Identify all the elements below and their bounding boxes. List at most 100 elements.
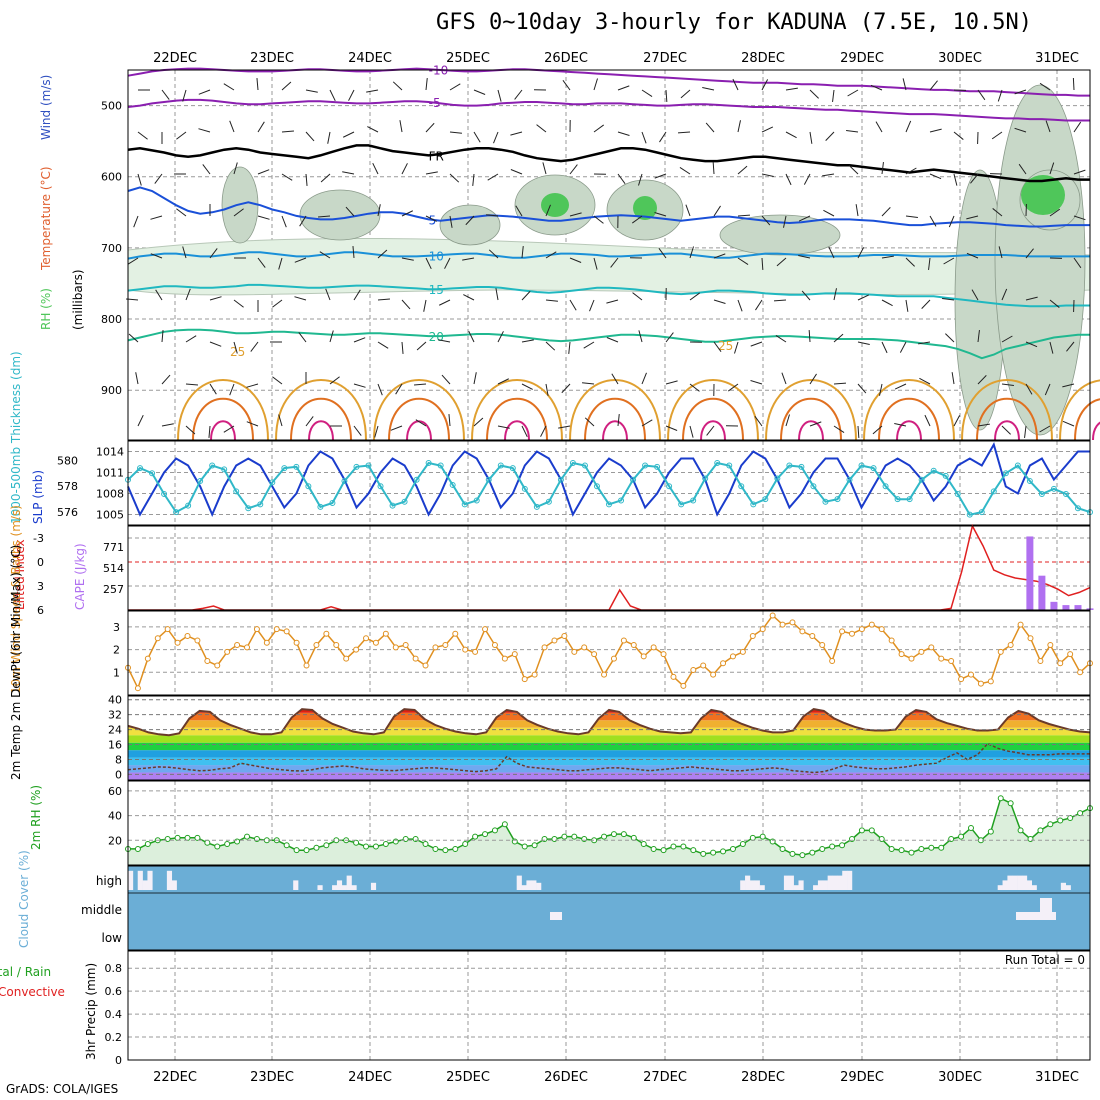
date-label-top: 30DEC (938, 51, 982, 66)
temp-tick-label: 8 (115, 753, 122, 766)
thickness-point (413, 476, 420, 483)
cloud-level-label: low (102, 931, 123, 945)
wind-speed-point (660, 651, 667, 658)
wind-barb (425, 171, 438, 175)
temperature-contour-25 (667, 379, 759, 441)
wind-barb (281, 215, 287, 228)
precip-tick-label: 0.2 (105, 1031, 123, 1044)
wind-speed-point (610, 655, 617, 662)
wind-barb (680, 89, 691, 99)
wind-barb (449, 131, 462, 134)
rh2m-point (253, 836, 260, 843)
rh2m-point (700, 850, 707, 857)
wind-barb (833, 288, 837, 301)
wind-barb (468, 330, 475, 343)
wind-barb (257, 257, 266, 268)
wind-barb (352, 246, 355, 259)
wind-speed-point (551, 637, 558, 644)
wind-barb (689, 292, 701, 301)
rh2m-point (908, 849, 915, 856)
lifted-tick-label: 0 (37, 556, 44, 569)
wind-barb (712, 161, 715, 175)
wind-barb (425, 78, 428, 91)
cloud-high-bar (171, 880, 177, 890)
rh-70-area (541, 193, 569, 217)
thickness-point (149, 470, 156, 477)
wind-barb (846, 130, 859, 133)
wind-barb (256, 78, 259, 91)
date-label-bottom: 29DEC (840, 1070, 884, 1085)
thickness-point (425, 459, 432, 466)
rh2m-point (630, 834, 637, 841)
wind-barb (137, 131, 148, 140)
rh2m-point (293, 847, 300, 854)
wind-barb (416, 341, 427, 351)
rh2m-point (144, 841, 151, 847)
wind-barb (521, 425, 528, 438)
rh2m-point (234, 838, 241, 845)
wind-barb (617, 414, 620, 427)
wind-speed-point (412, 655, 419, 662)
wind-barb (823, 209, 835, 217)
wind-barb (977, 423, 990, 427)
wind-barb (1025, 341, 1038, 348)
wind-speed-point (868, 621, 875, 628)
rh2m-tick-label: 60 (108, 785, 122, 798)
wind-barb (761, 173, 774, 177)
wind-barb (137, 414, 144, 427)
wind-barb (353, 289, 361, 301)
wind-speed-point (997, 648, 1004, 655)
wind-barb (905, 215, 918, 218)
wind-barb (366, 89, 379, 93)
wind-barb (1025, 296, 1038, 301)
wind-barb (610, 257, 619, 268)
wind-barb (905, 120, 912, 133)
wind-barb (521, 246, 524, 259)
wind-barb (641, 372, 647, 385)
upper-air-units: (millibars) (71, 269, 85, 330)
wind-barb (353, 425, 362, 436)
slp-tick-label: 1005 (96, 509, 124, 522)
ylabel-thickness: 1000-500mb Thickness (dm) (9, 351, 23, 524)
wind-barb (617, 173, 626, 185)
wind-speed-point (601, 671, 608, 678)
ylabel-millibars: (millibars) (71, 269, 85, 330)
cloud-high-bar (166, 870, 173, 890)
wind-barb (415, 419, 427, 427)
wind-barb (734, 341, 739, 354)
slp-tick-label: 1008 (96, 488, 124, 501)
wind-barb (510, 131, 523, 136)
wind-speed-point (491, 642, 498, 649)
wind-barb (689, 425, 694, 438)
thickness-point (774, 475, 781, 482)
wind-barb (536, 124, 547, 133)
wind-barb (444, 257, 451, 269)
cloud-high-bar (759, 885, 765, 890)
upper-air-frame (127, 69, 1091, 441)
wind-barb (569, 164, 578, 175)
date-label-top: 22DEC (153, 51, 197, 66)
wind-barb (881, 341, 888, 354)
temperature-contour-25 (569, 379, 661, 441)
wind-barb (924, 414, 931, 427)
thickness-point (918, 476, 925, 483)
wind-speed-point (581, 644, 588, 651)
temperature-contour-30 (192, 397, 254, 441)
pressure-tick-label: 800 (101, 313, 122, 326)
thickness-point (497, 462, 504, 469)
wind-barb (761, 79, 769, 91)
wind-barb (1014, 89, 1027, 95)
chart-title: GFS 0~10day 3-hourly for KADUNA (7.5E, 1… (436, 10, 1033, 35)
wind-barb (493, 131, 499, 144)
wind-barb (327, 131, 331, 144)
precip-tick-label: 0.4 (105, 1008, 123, 1021)
date-label-top: 28DEC (741, 51, 785, 66)
temperature-contour-label: FR (429, 149, 444, 163)
thickness-point (437, 462, 444, 469)
cloud-high-bar (1002, 880, 1008, 890)
ylabel-cloud: Cloud Cover (%) (17, 850, 31, 948)
wind-barb (329, 376, 340, 385)
rh2m-point (680, 843, 687, 850)
wind-barb (161, 330, 164, 343)
rh2m-point (749, 834, 756, 841)
